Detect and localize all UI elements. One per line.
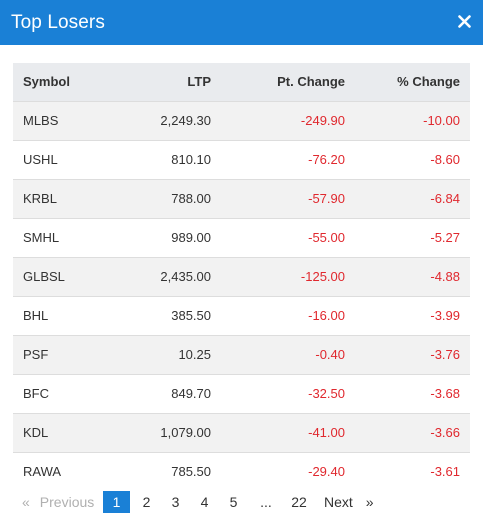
column-header-ltp[interactable]: LTP bbox=[187, 74, 211, 90]
cell-ltp: 10.25 bbox=[103, 334, 221, 374]
table-row: BFC 849.70 -32.50 -3.68 bbox=[13, 373, 470, 413]
cell-symbol[interactable]: SMHL bbox=[13, 217, 103, 257]
table-row: PSF 10.25 -0.40 -3.76 bbox=[13, 334, 470, 374]
column-header-symbol[interactable]: Symbol bbox=[23, 74, 70, 90]
cell-symbol[interactable]: GLBSL bbox=[13, 256, 103, 296]
pagination-page-3[interactable]: 3 bbox=[171, 494, 180, 510]
table-body: MLBS 2,249.30 -249.90 -10.00 USHL 810.10… bbox=[13, 100, 470, 491]
pagination-page-4[interactable]: 4 bbox=[200, 494, 209, 510]
table-row: GLBSL 2,435.00 -125.00 -4.88 bbox=[13, 256, 470, 296]
cell-pt-change: -76.20 bbox=[221, 139, 355, 179]
cell-pt-change: -29.40 bbox=[221, 451, 355, 491]
table-header: Symbol LTP Pt. Change % Change bbox=[13, 63, 470, 101]
cell-pt-change: -32.50 bbox=[221, 373, 355, 413]
cell-pct-change: -3.61 bbox=[355, 451, 470, 491]
cell-pt-change: -249.90 bbox=[221, 100, 355, 140]
cell-pct-change: -4.88 bbox=[355, 256, 470, 296]
double-chevron-right-icon: » bbox=[365, 494, 374, 510]
cell-pct-change: -10.00 bbox=[355, 100, 470, 140]
cell-pct-change: -5.27 bbox=[355, 217, 470, 257]
cell-symbol[interactable]: BHL bbox=[13, 295, 103, 335]
table-row: RAWA 785.50 -29.40 -3.61 bbox=[13, 451, 470, 491]
cell-pt-change: -55.00 bbox=[221, 217, 355, 257]
cell-symbol[interactable]: KRBL bbox=[13, 178, 103, 218]
cell-symbol[interactable]: PSF bbox=[13, 334, 103, 374]
cell-pct-change: -3.76 bbox=[355, 334, 470, 374]
table-row: MLBS 2,249.30 -249.90 -10.00 bbox=[13, 100, 470, 140]
cell-symbol[interactable]: BFC bbox=[13, 373, 103, 413]
pagination-page-2[interactable]: 2 bbox=[142, 494, 151, 510]
cell-pt-change: -57.90 bbox=[221, 178, 355, 218]
cell-pct-change: -6.84 bbox=[355, 178, 470, 218]
table-row: USHL 810.10 -76.20 -8.60 bbox=[13, 139, 470, 179]
cell-pct-change: -3.68 bbox=[355, 373, 470, 413]
pagination-page-5[interactable]: 5 bbox=[229, 494, 238, 510]
table-row: SMHL 989.00 -55.00 -5.27 bbox=[13, 217, 470, 257]
cell-ltp: 2,435.00 bbox=[103, 256, 221, 296]
pagination-page-1[interactable]: 1 bbox=[103, 491, 130, 513]
column-header-pct-change[interactable]: % Change bbox=[397, 74, 460, 90]
pagination-next[interactable]: Next » bbox=[314, 491, 374, 513]
cell-symbol[interactable]: MLBS bbox=[13, 100, 103, 140]
losers-table: Symbol LTP Pt. Change % Change MLBS 2,24… bbox=[13, 63, 470, 491]
cell-symbol[interactable]: KDL bbox=[13, 412, 103, 452]
pagination: « Previous 1 2 3 4 5 ... 22 Next » bbox=[13, 491, 374, 513]
cell-pct-change: -3.99 bbox=[355, 295, 470, 335]
cell-ltp: 785.50 bbox=[103, 451, 221, 491]
modal-header: Top Losers bbox=[0, 0, 483, 45]
cell-pt-change: -16.00 bbox=[221, 295, 355, 335]
column-header-pt-change[interactable]: Pt. Change bbox=[277, 74, 345, 90]
cell-ltp: 788.00 bbox=[103, 178, 221, 218]
pagination-previous[interactable]: « Previous bbox=[13, 491, 103, 513]
cell-ltp: 1,079.00 bbox=[103, 412, 221, 452]
cell-pt-change: -125.00 bbox=[221, 256, 355, 296]
pagination-page-22[interactable]: 22 bbox=[291, 494, 307, 510]
double-chevron-left-icon: « bbox=[22, 494, 30, 510]
cell-ltp: 810.10 bbox=[103, 139, 221, 179]
pagination-previous-label: Previous bbox=[39, 494, 95, 510]
cell-ltp: 849.70 bbox=[103, 373, 221, 413]
close-button[interactable] bbox=[455, 13, 473, 31]
table-header-row: Symbol LTP Pt. Change % Change bbox=[13, 63, 470, 101]
cell-pt-change: -41.00 bbox=[221, 412, 355, 452]
losers-table-container: Symbol LTP Pt. Change % Change MLBS 2,24… bbox=[13, 63, 470, 491]
pagination-next-label: Next bbox=[324, 494, 353, 510]
cell-ltp: 385.50 bbox=[103, 295, 221, 335]
modal-title: Top Losers bbox=[11, 11, 105, 33]
cell-ltp: 2,249.30 bbox=[103, 100, 221, 140]
close-icon bbox=[457, 15, 471, 28]
cell-pct-change: -3.66 bbox=[355, 412, 470, 452]
table-row: BHL 385.50 -16.00 -3.99 bbox=[13, 295, 470, 335]
pagination-ellipsis: ... bbox=[260, 494, 272, 510]
cell-symbol[interactable]: RAWA bbox=[13, 451, 103, 491]
cell-ltp: 989.00 bbox=[103, 217, 221, 257]
table-row: KRBL 788.00 -57.90 -6.84 bbox=[13, 178, 470, 218]
cell-symbol[interactable]: USHL bbox=[13, 139, 103, 179]
table-row: KDL 1,079.00 -41.00 -3.66 bbox=[13, 412, 470, 452]
cell-pct-change: -8.60 bbox=[355, 139, 470, 179]
cell-pt-change: -0.40 bbox=[221, 334, 355, 374]
